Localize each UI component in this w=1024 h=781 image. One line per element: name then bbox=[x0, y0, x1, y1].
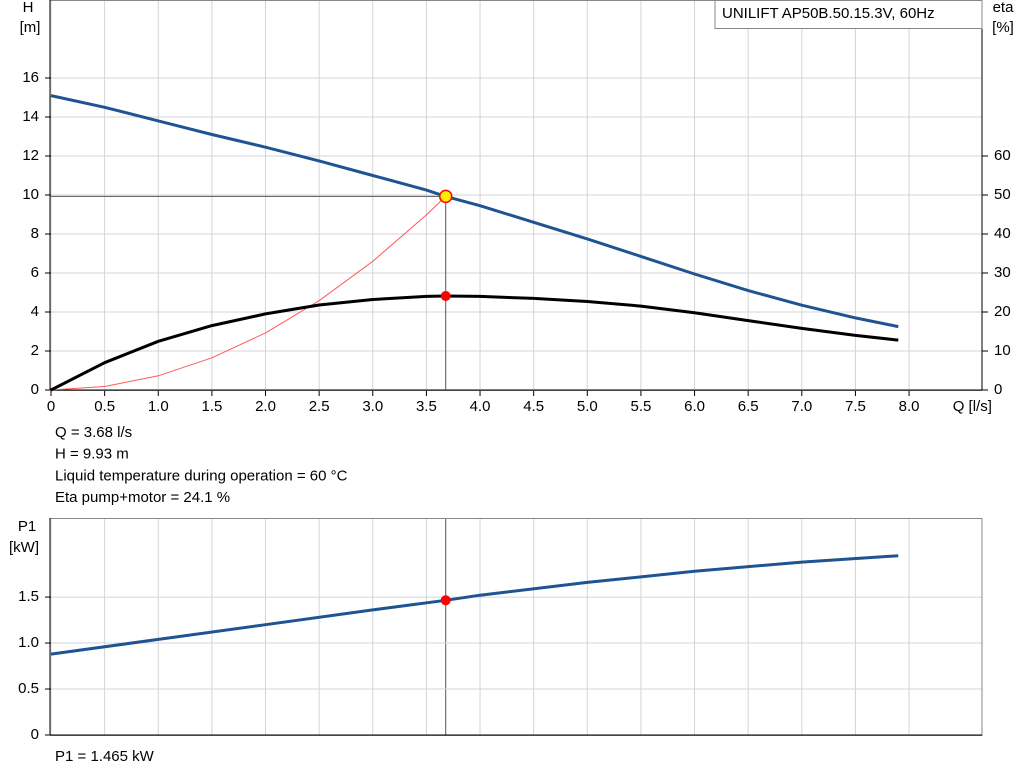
info-text: Q = 3.68 l/s bbox=[55, 424, 132, 441]
info-text: P1 = 1.465 kW bbox=[55, 748, 155, 765]
y2-axis-label: eta bbox=[993, 0, 1015, 16]
y-axis-unit: [kW] bbox=[9, 539, 39, 556]
x-tick-label: 5.5 bbox=[630, 398, 651, 415]
curve bbox=[50, 554, 899, 656]
x-tick-label: 6.5 bbox=[738, 398, 759, 415]
y-tick-label: 0 bbox=[31, 726, 39, 743]
x-tick-label: 6.0 bbox=[684, 398, 705, 415]
x-axis-label: Q [l/s] bbox=[953, 398, 992, 415]
curve bbox=[50, 94, 899, 329]
info-text: Eta pump+motor = 24.1 % bbox=[55, 489, 230, 506]
y-tick-label: 6 bbox=[31, 264, 39, 281]
y2-tick-label: 30 bbox=[994, 264, 1011, 281]
y2-tick-label: 20 bbox=[994, 303, 1011, 320]
operating-point bbox=[440, 291, 451, 302]
y2-tick-label: 10 bbox=[994, 342, 1011, 359]
y2-tick-label: 60 bbox=[994, 147, 1011, 164]
x-tick-label: 2.5 bbox=[309, 398, 330, 415]
y-tick-label: 16 bbox=[22, 69, 39, 86]
y-tick-label: 2 bbox=[31, 342, 39, 359]
x-tick-label: 4.0 bbox=[470, 398, 491, 415]
y-tick-label: 14 bbox=[22, 108, 39, 125]
curve bbox=[50, 294, 899, 392]
x-tick-label: 4.5 bbox=[523, 398, 544, 415]
x-tick-label: 1.5 bbox=[201, 398, 222, 415]
x-tick-label: 3.5 bbox=[416, 398, 437, 415]
operating-point bbox=[440, 595, 451, 606]
x-tick-label: 8.0 bbox=[899, 398, 920, 415]
y-axis-label: P1 bbox=[18, 518, 36, 535]
legend-title: UNILIFT AP50B.50.15.3V, 60Hz bbox=[722, 5, 935, 22]
x-tick-label: 0.5 bbox=[94, 398, 115, 415]
y-axis-unit: [m] bbox=[20, 19, 41, 36]
y-tick-label: 1.5 bbox=[18, 588, 39, 605]
info-text: Liquid temperature during operation = 60… bbox=[55, 467, 348, 484]
y2-axis-unit: [%] bbox=[992, 19, 1014, 36]
y-tick-label: 1.0 bbox=[18, 634, 39, 651]
y2-tick-label: 0 bbox=[994, 381, 1002, 398]
x-tick-label: 0 bbox=[47, 398, 55, 415]
y-axis-label: H bbox=[23, 0, 34, 16]
operating-point bbox=[438, 189, 453, 204]
y-tick-label: 8 bbox=[31, 225, 39, 242]
x-tick-label: 7.0 bbox=[791, 398, 812, 415]
legend-box bbox=[714, 0, 983, 29]
y2-tick-label: 40 bbox=[994, 225, 1011, 242]
curve bbox=[50, 196, 447, 391]
y-tick-label: 10 bbox=[22, 186, 39, 203]
x-tick-label: 1.0 bbox=[148, 398, 169, 415]
y-tick-label: 12 bbox=[22, 147, 39, 164]
x-tick-label: 2.0 bbox=[255, 398, 276, 415]
y-tick-label: 0 bbox=[31, 381, 39, 398]
plot-frame bbox=[49, 518, 983, 736]
y2-tick-label: 50 bbox=[994, 186, 1011, 203]
info-text: H = 9.93 m bbox=[55, 446, 129, 463]
y-tick-label: 4 bbox=[31, 303, 39, 320]
x-tick-label: 3.0 bbox=[362, 398, 383, 415]
x-tick-label: 7.5 bbox=[845, 398, 866, 415]
x-tick-label: 5.0 bbox=[577, 398, 598, 415]
y-tick-label: 0.5 bbox=[18, 680, 39, 697]
